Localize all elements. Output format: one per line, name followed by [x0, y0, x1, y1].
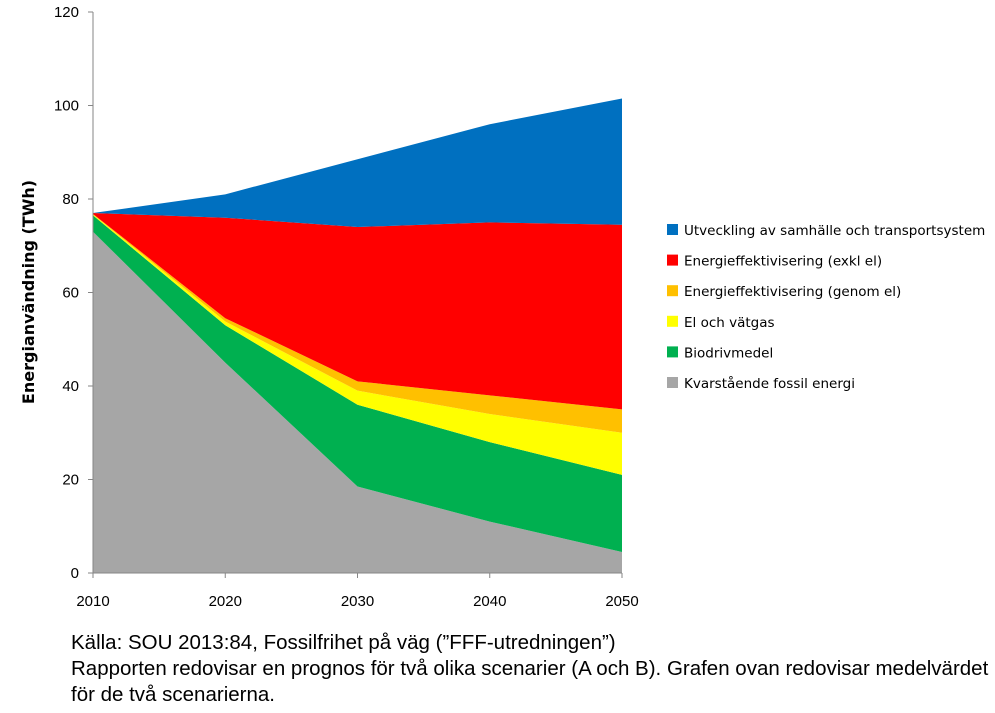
legend-label-utveckling-av-samhalle-och-transportsystem: Utveckling av samhälle och transportsyst… — [684, 223, 985, 239]
legend-label-el-och-vatgas: El och vätgas — [684, 315, 775, 331]
caption-source: Källa: SOU 2013:84, Fossilfrihet på väg … — [71, 631, 616, 654]
area-energieffektivisering-exkl-el — [93, 213, 622, 410]
y-tick-label: 80 — [62, 191, 79, 208]
legend-swatch-kvarstaende-fossil-energi — [667, 377, 678, 388]
x-tick-label: 2050 — [605, 593, 638, 610]
y-tick-label: 60 — [62, 285, 79, 302]
y-tick-labels: 0 20 40 60 80 100 120 — [54, 4, 79, 582]
area-energieffektivisering-genom-el — [93, 213, 622, 433]
legend-swatch-utveckling-av-samhalle-och-transportsystem — [667, 224, 678, 235]
legend-swatch-energieffektivisering-genom-el — [667, 285, 678, 297]
x-tick-label: 2010 — [76, 593, 109, 610]
legend-label-biodrivmedel: Biodrivmedel — [684, 345, 773, 361]
area-series-group — [93, 98, 622, 574]
caption: Källa: SOU 2013:84, Fossilfrihet på väg … — [71, 630, 991, 708]
y-tick-label: 120 — [54, 4, 79, 21]
y-axis-label: Energianvändning (TWh) — [19, 180, 38, 404]
x-tick-label: 2020 — [209, 593, 242, 610]
area-el-och-vatgas — [93, 214, 622, 475]
y-tick-label: 40 — [62, 378, 79, 395]
area-biodrivmedel — [93, 215, 622, 552]
legend-label-kvarstaende-fossil-energi: Kvarstående fossil energi — [684, 375, 855, 392]
legend-swatch-biodrivmedel — [667, 346, 678, 358]
legend-label-energieffektivisering-genom-el: Energieffektivisering (genom el) — [684, 284, 901, 300]
y-tick-label: 0 — [71, 565, 79, 582]
legend: Utveckling av samhälle och transportsyst… — [667, 223, 985, 392]
legend-swatch-energieffektivisering-exkl-el — [667, 254, 678, 266]
x-tick-label: 2030 — [341, 593, 374, 610]
area-utveckling-av-samhalle-och-transportsystem — [93, 98, 622, 228]
axes-group — [88, 11, 623, 578]
y-tick-label: 20 — [62, 472, 79, 489]
x-tick-label: 2040 — [473, 593, 506, 610]
x-tick-labels: 2010 2020 2030 2040 2050 — [76, 593, 638, 610]
legend-label-energieffektivisering-exkl-el: Energieffektivisering (exkl el) — [684, 254, 882, 270]
y-tick-label: 100 — [54, 98, 79, 115]
area-kvarstaende-fossil-energi — [93, 231, 622, 574]
legend-swatch-el-och-vatgas — [667, 315, 678, 327]
caption-note: Rapporten redovisar en prognos för två o… — [71, 657, 989, 706]
